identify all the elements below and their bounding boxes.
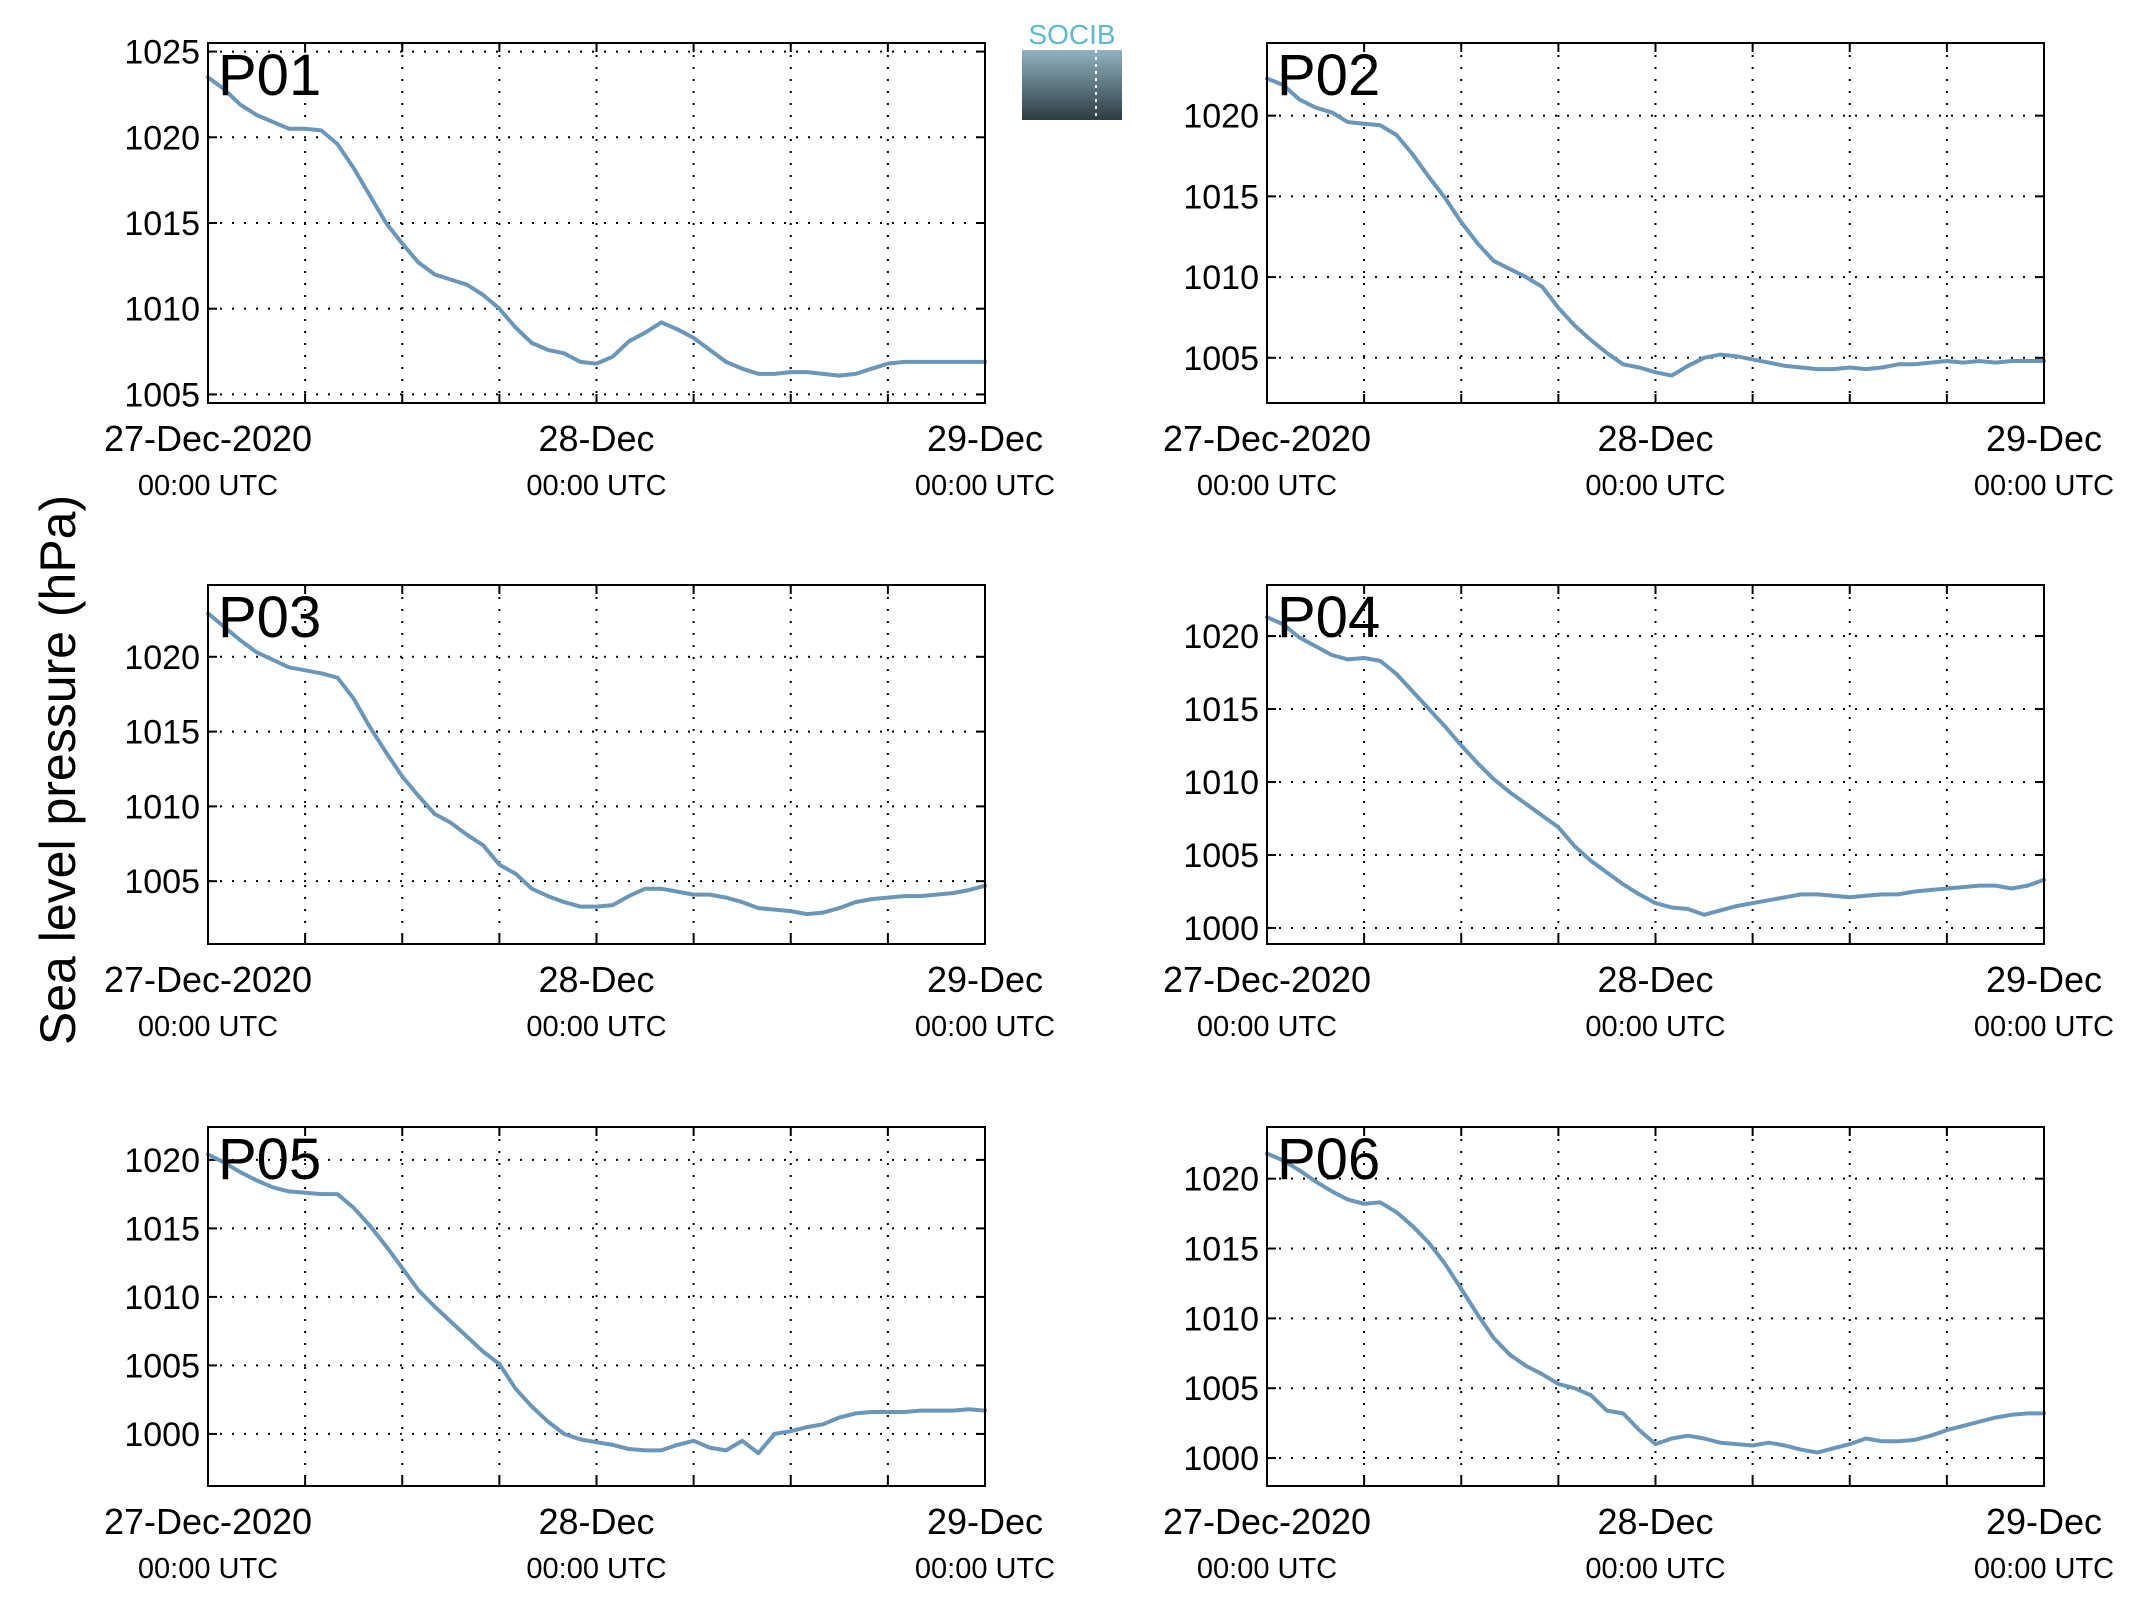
panel-p06: 1000 1005 1010 1015 1020 P06 27-Dec-2020 00:00 … bbox=[1163, 1126, 2114, 1585]
y-tick-label: 1005 bbox=[1183, 1370, 1259, 1408]
y-tick-label: 1020 bbox=[1183, 1161, 1259, 1199]
axes-frame bbox=[1266, 1126, 2045, 1487]
series-line-p06 bbox=[1265, 1151, 2046, 1455]
panel-p02: 1005 1010 1015 1020 P02 27-Dec-2020 00:00 UTC 2… bbox=[1163, 42, 2114, 502]
x-tick-label-time: 00:00 UTC bbox=[138, 1011, 278, 1043]
y-tick-label: 1005 bbox=[124, 863, 200, 901]
x-tick-label-date: 27-Dec-2020 bbox=[104, 1501, 312, 1542]
x-tick-label-time: 00:00 UTC bbox=[1974, 1553, 2114, 1585]
x-tick-label-date: 27-Dec-2020 bbox=[104, 959, 312, 1000]
y-tick-label: 1015 bbox=[1183, 1231, 1259, 1269]
station-label: P05 bbox=[218, 1127, 321, 1192]
x-tick-label-date: 27-Dec-2020 bbox=[1163, 959, 1371, 1000]
x-tick-label-date: 28-Dec bbox=[538, 959, 654, 1000]
series-line-p03 bbox=[206, 611, 987, 917]
station-label: P06 bbox=[1277, 1127, 1380, 1192]
x-tick-label-time: 00:00 UTC bbox=[1585, 1553, 1725, 1585]
x-tick-label-time: 00:00 UTC bbox=[1197, 1553, 1337, 1585]
y-tick-label: 1000 bbox=[1183, 910, 1259, 948]
series-line-p05 bbox=[206, 1152, 987, 1456]
x-tick-label-time: 00:00 UTC bbox=[1585, 470, 1725, 502]
x-tick-label-time: 00:00 UTC bbox=[915, 1011, 1055, 1043]
x-tick-label-time: 00:00 UTC bbox=[526, 1011, 666, 1043]
x-tick-label-date: 29-Dec bbox=[927, 418, 1043, 459]
y-tick-label: 1000 bbox=[1183, 1440, 1259, 1478]
axes-frame bbox=[1266, 584, 2045, 945]
y-tick-label: 1020 bbox=[1183, 98, 1259, 136]
x-tick-label-date: 28-Dec bbox=[1597, 1501, 1713, 1542]
series-line-p04 bbox=[1265, 615, 2046, 917]
y-tick-label: 1015 bbox=[1183, 178, 1259, 216]
y-tick-label: 1000 bbox=[124, 1416, 200, 1454]
y-tick-label: 1010 bbox=[124, 291, 200, 329]
panel-p03: 1005 1010 1015 1020 P03 27-Dec-2020 00:00 UTC 2… bbox=[104, 584, 1055, 1043]
x-tick-label-time: 00:00 UTC bbox=[1585, 1011, 1725, 1043]
x-tick-label-date: 29-Dec bbox=[1986, 418, 2102, 459]
x-tick-label-time: 00:00 UTC bbox=[1974, 470, 2114, 502]
x-tick-label-date: 28-Dec bbox=[538, 418, 654, 459]
x-tick-label-date: 29-Dec bbox=[927, 959, 1043, 1000]
plot-area bbox=[208, 585, 985, 944]
x-tick-label-date: 27-Dec-2020 bbox=[1163, 418, 1371, 459]
y-tick-label: 1015 bbox=[1183, 691, 1259, 729]
socib-logo-text: SOCIB bbox=[1028, 19, 1115, 50]
y-axis-label: Sea level pressure (hPa) bbox=[30, 495, 86, 1045]
plot-area bbox=[208, 1127, 985, 1486]
plot-area bbox=[1267, 585, 2044, 944]
x-tick-label-time: 00:00 UTC bbox=[526, 470, 666, 502]
x-tick-label-date: 28-Dec bbox=[1597, 959, 1713, 1000]
panel-p04: 1000 1005 1010 1015 1020 P04 27-Dec-2020 00:00 … bbox=[1163, 584, 2114, 1043]
axes-frame bbox=[207, 1126, 986, 1487]
y-tick-label: 1010 bbox=[1183, 1300, 1259, 1338]
y-tick-label: 1015 bbox=[124, 205, 200, 243]
axes-frame bbox=[207, 42, 986, 404]
y-tick-label: 1020 bbox=[124, 639, 200, 677]
y-tick-label: 1010 bbox=[124, 1279, 200, 1317]
y-tick-label: 1005 bbox=[1183, 340, 1259, 378]
axes-frame bbox=[207, 584, 986, 945]
plot-area bbox=[1267, 1127, 2044, 1486]
y-tick-label: 1020 bbox=[124, 119, 200, 157]
y-tick-label: 1010 bbox=[124, 788, 200, 826]
y-tick-label: 1015 bbox=[124, 714, 200, 752]
x-tick-label-time: 00:00 UTC bbox=[915, 1553, 1055, 1585]
x-tick-label-date: 29-Dec bbox=[1986, 1501, 2102, 1542]
x-tick-label-time: 00:00 UTC bbox=[526, 1553, 666, 1585]
x-tick-label-date: 28-Dec bbox=[1597, 418, 1713, 459]
x-tick-label-date: 28-Dec bbox=[538, 1501, 654, 1542]
series-line-p02 bbox=[1265, 76, 2046, 378]
y-tick-label: 1010 bbox=[1183, 259, 1259, 297]
x-tick-label-time: 00:00 UTC bbox=[1197, 470, 1337, 502]
y-tick-label: 1020 bbox=[124, 1142, 200, 1180]
y-tick-label: 1015 bbox=[124, 1210, 200, 1248]
socib-logo-block bbox=[1022, 50, 1122, 120]
socib-logo: SOCIB bbox=[1022, 19, 1122, 120]
y-tick-label: 1020 bbox=[1183, 618, 1259, 656]
y-tick-label: 1025 bbox=[124, 34, 200, 72]
y-tick-label: 1010 bbox=[1183, 764, 1259, 802]
axes-frame bbox=[1266, 42, 2045, 404]
station-label: P02 bbox=[1277, 43, 1380, 108]
station-label: P03 bbox=[218, 585, 321, 650]
x-tick-label-time: 00:00 UTC bbox=[138, 470, 278, 502]
station-label: P04 bbox=[1277, 585, 1380, 650]
x-tick-label-date: 27-Dec-2020 bbox=[1163, 1501, 1371, 1542]
panel-p01: 1005 1010 1015 1020 1025 P01 27-Dec-2020 00:00 … bbox=[104, 34, 1055, 502]
x-tick-label-date: 29-Dec bbox=[1986, 959, 2102, 1000]
y-tick-label: 1005 bbox=[1183, 837, 1259, 875]
panel-p05: 1000 1005 1010 1015 1020 P05 27-Dec-2020 00:00 … bbox=[104, 1126, 1055, 1585]
y-tick-label: 1005 bbox=[124, 1347, 200, 1385]
y-tick-label: 1005 bbox=[124, 376, 200, 414]
x-tick-label-time: 00:00 UTC bbox=[1974, 1011, 2114, 1043]
x-tick-label-date: 27-Dec-2020 bbox=[104, 418, 312, 459]
series-line-p01 bbox=[206, 75, 987, 378]
x-tick-label-date: 29-Dec bbox=[927, 1501, 1043, 1542]
x-tick-label-time: 00:00 UTC bbox=[915, 470, 1055, 502]
station-label: P01 bbox=[218, 43, 321, 108]
x-tick-label-time: 00:00 UTC bbox=[1197, 1011, 1337, 1043]
x-tick-label-time: 00:00 UTC bbox=[138, 1553, 278, 1585]
